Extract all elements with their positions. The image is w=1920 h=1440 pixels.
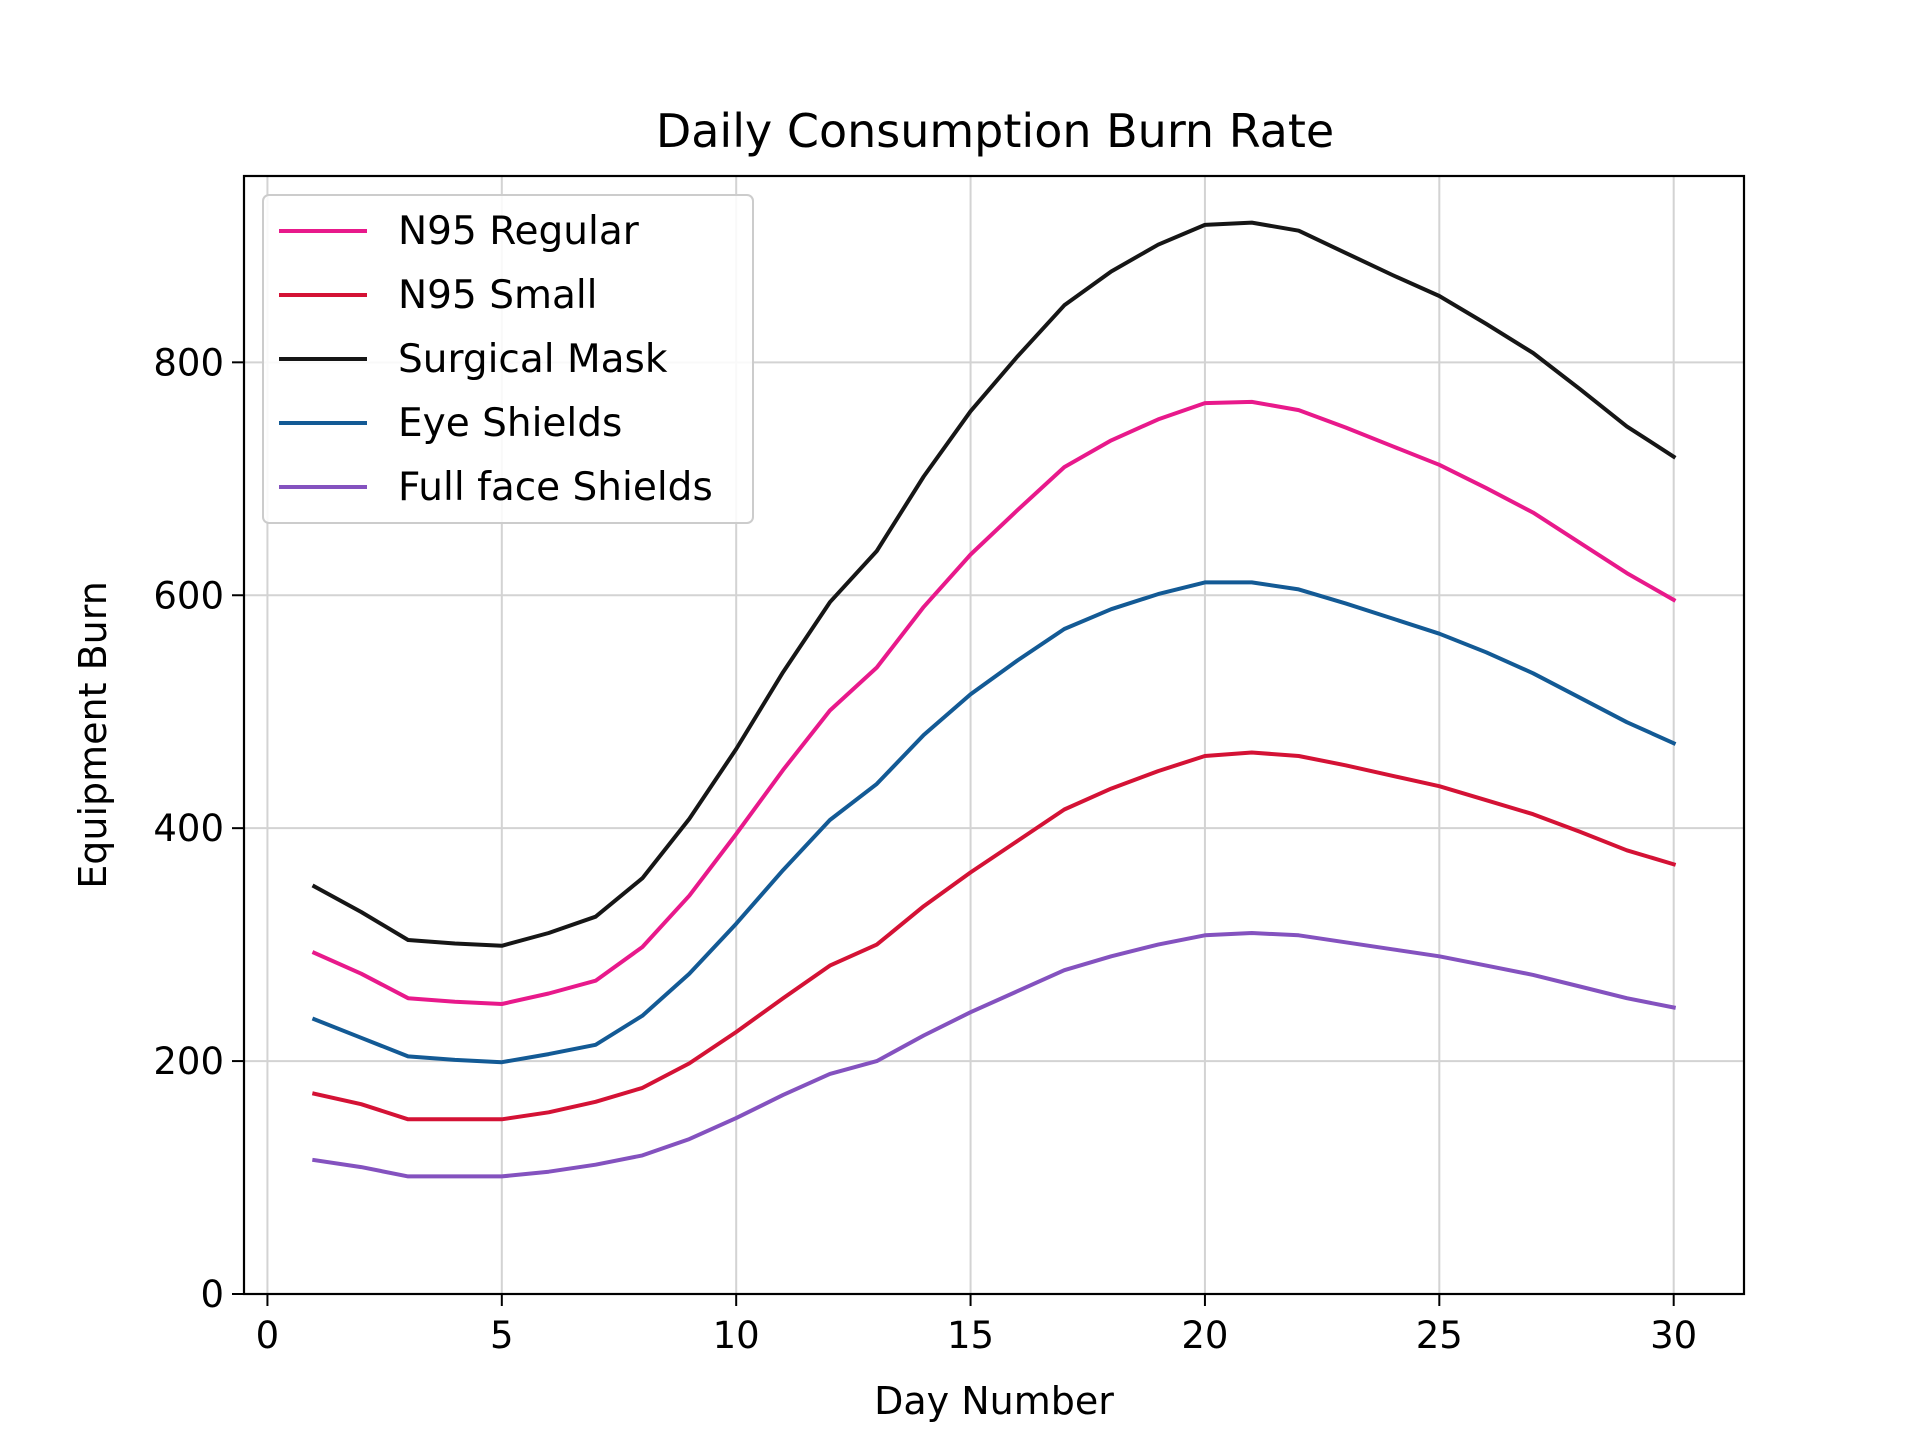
x-tick-label: 20	[1181, 1314, 1228, 1357]
x-tick-label: 10	[713, 1314, 760, 1357]
legend-label-eye-shields: Eye Shields	[398, 401, 622, 446]
legend-label-n95-regular: N95 Regular	[398, 209, 640, 254]
series-line-eye-shields	[311, 580, 1677, 1065]
x-tick-label: 15	[947, 1314, 994, 1357]
legend-label-full-face-shields: Full face Shields	[398, 465, 713, 510]
y-axis-label: Equipment Burn	[71, 581, 115, 889]
series-line-full-face-shields	[312, 931, 1677, 1179]
plot-area-frame	[242, 174, 1746, 1296]
y-tick-label: 0	[200, 1273, 224, 1316]
x-axis-ticks: 0 5 10 15 20 25 30	[256, 1294, 1697, 1357]
y-tick-label: 800	[153, 341, 224, 384]
series-line-n95-regular	[311, 399, 1677, 1006]
y-axis-ticks: 0 200 400 600 800	[153, 341, 244, 1316]
x-axis-label: Day Number	[874, 1379, 1114, 1423]
legend-box	[262, 194, 754, 524]
y-tick-label: 200	[153, 1040, 224, 1083]
legend-label-n95-small: N95 Small	[398, 273, 598, 318]
chart-title: Daily Consumption Burn Rate	[656, 104, 1334, 158]
x-tick-label: 0	[256, 1314, 280, 1357]
series-line-n95-small	[311, 750, 1677, 1122]
y-tick-label: 600	[153, 574, 224, 617]
x-tick-label: 30	[1650, 1314, 1697, 1357]
series-line-surgical-mask	[311, 220, 1677, 948]
series-lines	[311, 220, 1677, 1179]
y-tick-label: 400	[153, 807, 224, 850]
x-tick-label: 5	[490, 1314, 514, 1357]
x-tick-label: 25	[1416, 1314, 1463, 1357]
legend: N95 Regular N95 Small Surgical Mask Eye Shi…	[262, 194, 754, 524]
legend-label-surgical-mask: Surgical Mask	[398, 337, 668, 382]
